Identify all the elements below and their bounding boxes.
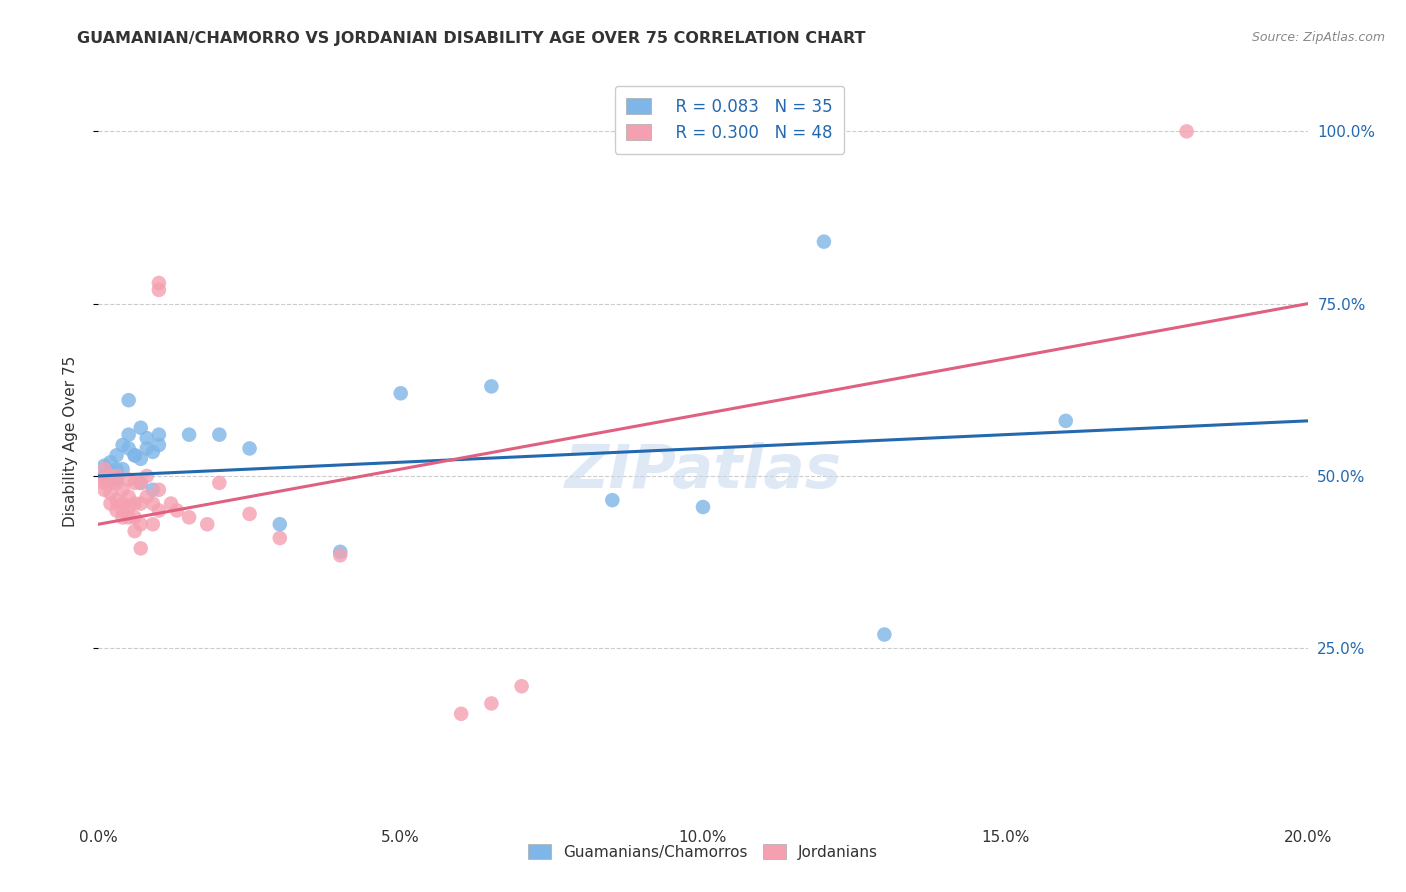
Point — [135, 469, 157, 483]
Point — [129, 541, 152, 556]
Point — [93, 458, 115, 473]
Point — [100, 455, 122, 469]
Point — [111, 483, 134, 497]
Point — [148, 438, 170, 452]
Point — [118, 473, 141, 487]
Point — [481, 697, 503, 711]
Point — [118, 510, 141, 524]
Point — [813, 235, 835, 249]
Point — [124, 448, 146, 462]
Point — [105, 473, 128, 487]
Point — [118, 442, 141, 456]
Point — [1175, 124, 1198, 138]
Point — [450, 706, 472, 721]
Point — [100, 486, 122, 500]
Point — [118, 490, 141, 504]
Point — [129, 421, 152, 435]
Point — [105, 503, 128, 517]
Point — [124, 448, 146, 462]
Point — [105, 462, 128, 476]
Point — [111, 510, 134, 524]
Point — [124, 524, 146, 538]
Point — [329, 548, 352, 563]
Point — [93, 462, 115, 476]
Point — [208, 427, 231, 442]
Point — [129, 517, 152, 532]
Point — [111, 462, 134, 476]
Point — [100, 469, 122, 483]
Point — [142, 483, 165, 497]
Point — [692, 500, 714, 514]
Point — [195, 517, 218, 532]
Point — [148, 283, 170, 297]
Point — [239, 442, 262, 456]
Point — [93, 483, 115, 497]
Point — [93, 475, 115, 490]
Point — [142, 497, 165, 511]
Point — [100, 475, 122, 490]
Point — [129, 451, 152, 466]
Point — [100, 497, 122, 511]
Point — [239, 507, 262, 521]
Point — [148, 483, 170, 497]
Point — [118, 393, 141, 408]
Point — [329, 545, 352, 559]
Text: Source: ZipAtlas.com: Source: ZipAtlas.com — [1251, 31, 1385, 45]
Point — [111, 503, 134, 517]
Point — [129, 475, 152, 490]
Point — [269, 517, 291, 532]
Point — [111, 438, 134, 452]
Point — [179, 427, 201, 442]
Point — [135, 442, 157, 456]
Point — [118, 500, 141, 514]
Text: ZIPatlas: ZIPatlas — [564, 442, 842, 501]
Point — [111, 497, 134, 511]
Point — [142, 517, 165, 532]
Point — [166, 503, 188, 517]
Point — [148, 427, 170, 442]
Point — [135, 431, 157, 445]
Point — [510, 679, 533, 693]
Point — [389, 386, 412, 401]
Point — [135, 490, 157, 504]
Point — [105, 475, 128, 490]
Point — [160, 497, 183, 511]
Point — [105, 448, 128, 462]
Point — [105, 469, 128, 483]
Point — [93, 473, 115, 487]
Point — [1054, 414, 1077, 428]
Point — [208, 475, 231, 490]
Point — [148, 276, 170, 290]
Point — [269, 531, 291, 545]
Point — [124, 497, 146, 511]
Y-axis label: Disability Age Over 75: Disability Age Over 75 — [63, 356, 77, 527]
Point — [124, 475, 146, 490]
Point — [179, 510, 201, 524]
Point — [602, 493, 624, 508]
Point — [118, 427, 141, 442]
Point — [142, 445, 165, 459]
Point — [873, 627, 896, 641]
Text: GUAMANIAN/CHAMORRO VS JORDANIAN DISABILITY AGE OVER 75 CORRELATION CHART: GUAMANIAN/CHAMORRO VS JORDANIAN DISABILI… — [77, 31, 866, 46]
Point — [129, 497, 152, 511]
Point — [100, 466, 122, 480]
Point — [129, 475, 152, 490]
Point — [481, 379, 503, 393]
Point — [105, 493, 128, 508]
Point — [148, 503, 170, 517]
Point — [124, 510, 146, 524]
Legend: Guamanians/Chamorros, Jordanians: Guamanians/Chamorros, Jordanians — [522, 838, 884, 866]
Point — [93, 469, 115, 483]
